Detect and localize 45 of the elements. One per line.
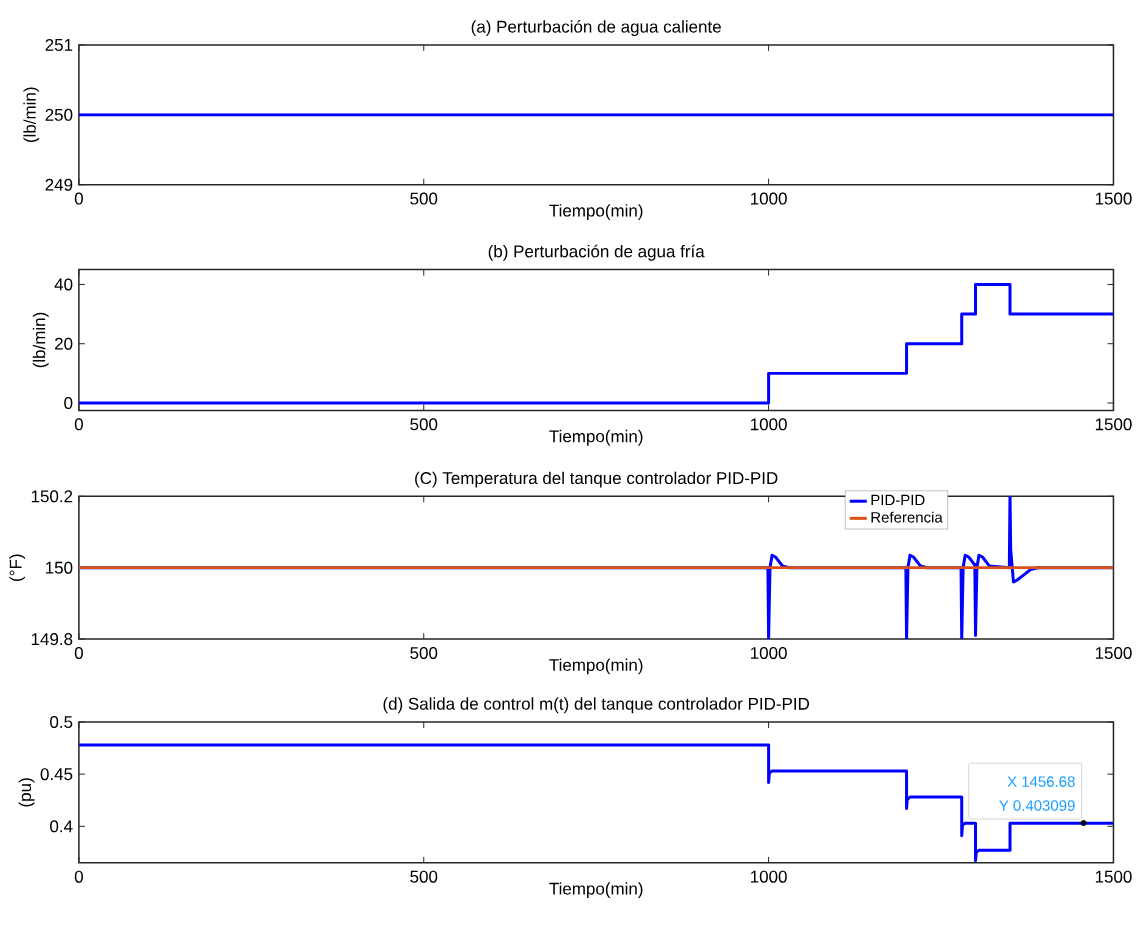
x-tick-label: 1000 [751, 192, 787, 205]
x-tick-label: 1000 [751, 870, 787, 883]
y-axis-title: (lb/min) [23, 87, 40, 143]
y-axis-title: (lb/min) [32, 312, 49, 368]
x-tick-label: 1000 [751, 418, 787, 431]
y-tick-label: 251 [45, 39, 73, 52]
chart-title: (a) Perturbación de agua caliente [471, 20, 721, 37]
y-tick-label: 0.4 [50, 820, 73, 833]
x-axis-title: Tiempo(min) [549, 882, 643, 899]
x-tick-label: 1500 [1095, 418, 1132, 431]
x-axis-title: Tiempo(min) [549, 658, 643, 675]
y-tick-label: 0.45 [40, 768, 73, 781]
y-tick-label: 149.8 [31, 633, 73, 646]
x-axis-title: Tiempo(min) [549, 429, 643, 446]
chart-title: (b) Perturbación de agua fría [488, 244, 705, 261]
chart-title: (d) Salida de control m(t) del tanque controlador PID-PID [383, 697, 810, 714]
x-tick-label: 0 [74, 418, 83, 431]
x-axis-title: Tiempo(min) [549, 204, 643, 221]
y-axis-title: (°F) [9, 554, 26, 582]
y-tick-label: 150 [46, 561, 73, 574]
annotation: X 1456.68 [1007, 776, 1075, 788]
annotation: Y 0.403099 [999, 800, 1075, 812]
x-tick-label: 1500 [1095, 647, 1132, 660]
x-tick-label: 500 [410, 418, 438, 431]
x-tick-label: 500 [410, 647, 438, 660]
x-tick-label: 0 [74, 647, 83, 660]
x-tick-label: 500 [410, 192, 438, 205]
x-tick-label: 500 [410, 870, 438, 883]
y-axis-title: (pu) [18, 778, 35, 807]
x-tick-label: 1000 [751, 647, 787, 660]
y-tick-label: 150.2 [31, 490, 73, 503]
y-tick-label: 250 [45, 108, 73, 121]
y-tick-label: 249 [45, 178, 73, 191]
y-tick-label: 0 [64, 397, 73, 410]
line-series [78, 743, 1114, 863]
x-tick-label: 1500 [1095, 870, 1132, 883]
y-tick-label: 0.5 [50, 716, 73, 729]
y-tick-label: 40 [54, 278, 73, 291]
chart-title: (C) Temperatura del tanque controlador PID-PID [415, 471, 778, 488]
x-tick-label: 1500 [1095, 192, 1132, 205]
legend-label: PID-PID [871, 494, 925, 506]
y-tick-label: 20 [55, 337, 73, 350]
legend-label: Referencia [871, 511, 943, 523]
x-tick-label: 0 [74, 870, 83, 883]
x-tick-label: 0 [74, 192, 83, 205]
